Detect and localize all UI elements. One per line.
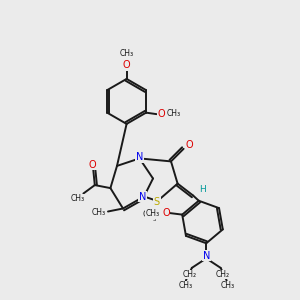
Text: O: O	[185, 140, 193, 150]
Text: CH₃: CH₃	[92, 208, 106, 217]
Text: CH₂: CH₂	[182, 270, 197, 279]
Text: CH₃: CH₃	[145, 209, 159, 218]
Text: 3: 3	[152, 217, 156, 222]
Text: O: O	[123, 60, 130, 70]
Text: O: O	[162, 208, 170, 218]
Text: H: H	[199, 184, 206, 194]
Text: O: O	[157, 109, 165, 119]
Text: CH₂: CH₂	[216, 270, 230, 279]
Text: O: O	[162, 208, 170, 218]
Text: N: N	[202, 251, 210, 261]
Text: CH₃: CH₃	[119, 49, 134, 58]
Text: N: N	[139, 191, 146, 202]
Text: CH₃: CH₃	[166, 109, 180, 118]
Text: CH₃: CH₃	[178, 281, 192, 290]
Text: CH: CH	[142, 210, 154, 219]
Text: CH₃: CH₃	[220, 281, 234, 290]
Text: N: N	[136, 152, 143, 163]
Text: CH₃: CH₃	[71, 194, 85, 203]
Text: S: S	[154, 196, 160, 207]
Text: O: O	[89, 160, 97, 170]
